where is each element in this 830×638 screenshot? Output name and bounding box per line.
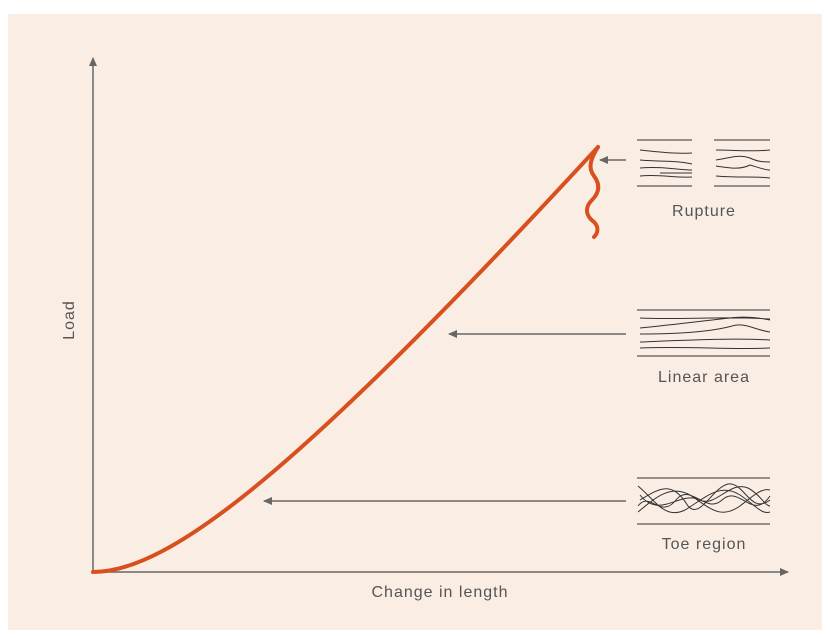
linear-icon [637,309,771,357]
region-label: Linear area [658,369,750,386]
background [8,14,822,630]
y-axis-label: Load [61,300,78,340]
rupture-curve [585,145,601,239]
load-curve [91,145,600,574]
x-axis-label: Change in length [372,584,509,601]
region-label: Rupture [672,203,736,220]
toe-icon [637,477,771,525]
region-label: Toe region [662,536,747,553]
rupture-icon [637,139,771,187]
